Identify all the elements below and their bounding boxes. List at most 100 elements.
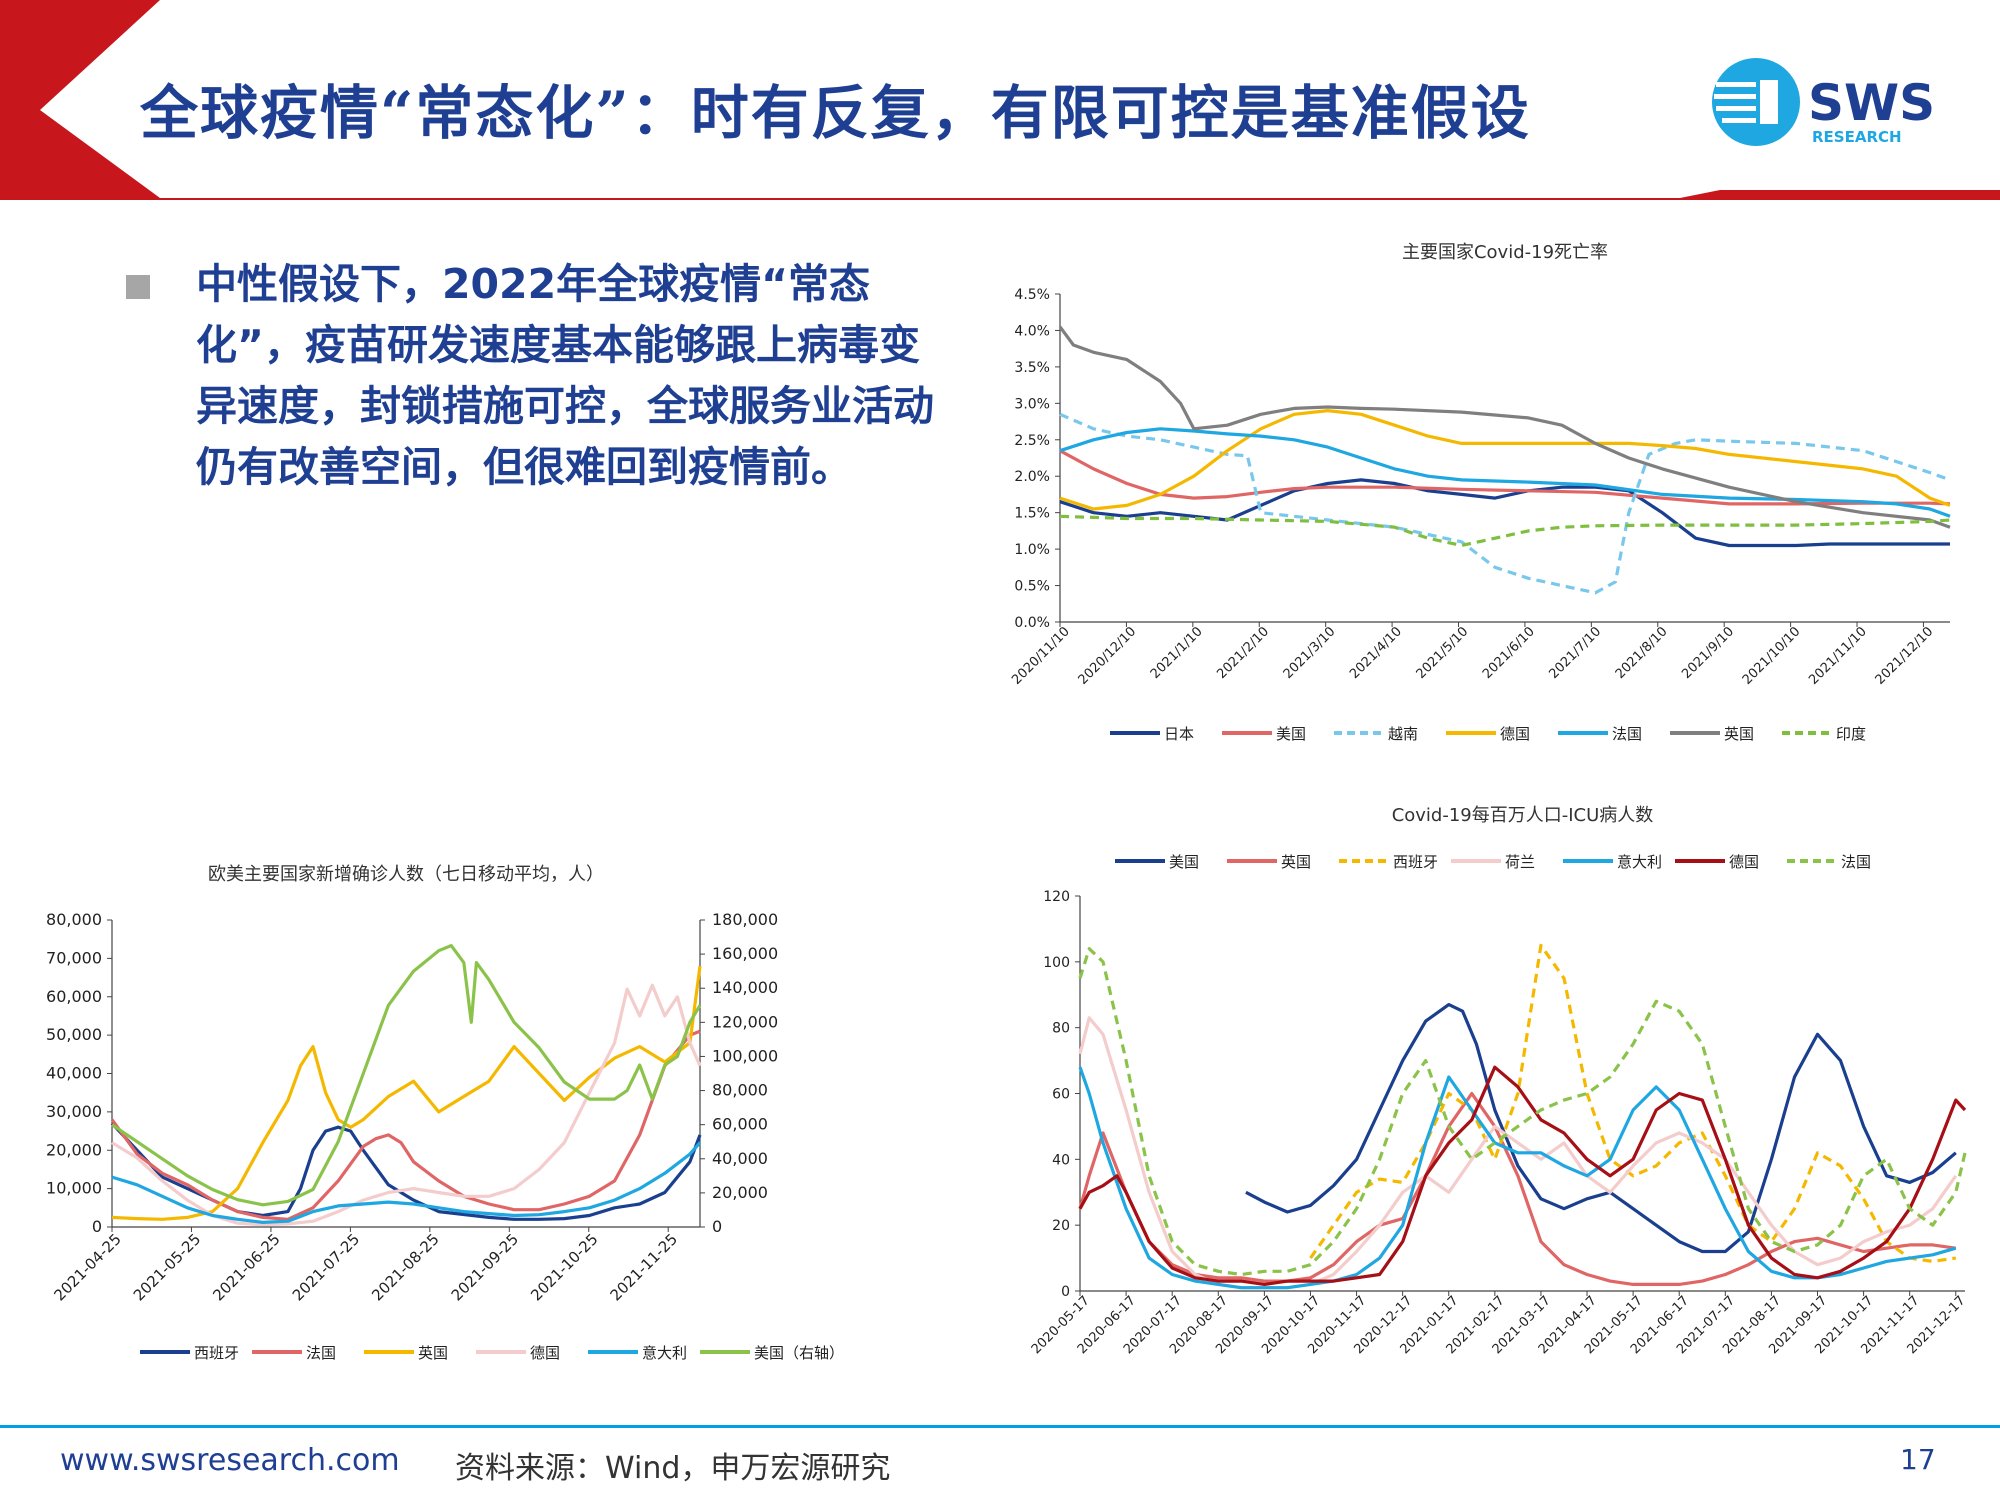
- y-tick-label: 1.0%: [1014, 542, 1050, 558]
- series-line-5: [1078, 1065, 1967, 1286]
- legend-label: 美国（右轴）: [754, 1344, 844, 1362]
- y-tick-label: 20,000: [46, 1140, 102, 1159]
- x-tick-label: 2021/7/10: [1546, 624, 1604, 682]
- x-tick-label: 2021-08-25: [368, 1230, 442, 1304]
- series-line-6: [1078, 947, 1967, 1277]
- y-tick-label: 2.5%: [1014, 433, 1050, 449]
- y-tick-label: 0.5%: [1014, 579, 1050, 595]
- y-tick-label: 4.0%: [1014, 323, 1050, 339]
- y-tick-label: 80,000: [46, 910, 102, 929]
- y-tick-label: 70,000: [46, 948, 102, 967]
- x-tick-label: 2021/4/10: [1347, 624, 1405, 682]
- x-tick-label: 2021/2/10: [1214, 624, 1272, 682]
- legend-label: 西班牙: [1393, 853, 1438, 871]
- y-tick-label: 0: [92, 1217, 102, 1236]
- x-tick-label: 2021-05-25: [130, 1230, 204, 1304]
- chart-new-cases-svg: 欧美主要国家新增确诊人数（七日移动平均，人） 0 10,000 20,000 30,00…: [46, 864, 844, 1362]
- footer-divider: [0, 1425, 2000, 1428]
- legend-label: 法国: [1612, 725, 1642, 743]
- legend-label: 英国: [418, 1344, 448, 1362]
- x-tick-label: 2021-04-25: [50, 1230, 124, 1304]
- series-line-0: [1245, 1003, 1957, 1254]
- series-line-3: [111, 983, 702, 1227]
- legend-label: 意大利: [642, 1344, 687, 1362]
- y2-tick-label: 160,000: [712, 944, 778, 963]
- logo-text: SWS: [1808, 74, 1935, 132]
- series-line-4: [1078, 1066, 1957, 1290]
- chart-icu-svg: Covid-19每百万人口-ICU病人数0204060801001202020-…: [1029, 805, 1969, 1357]
- y2-tick-label: 180,000: [712, 910, 778, 929]
- y2-tick-label: 20,000: [712, 1183, 768, 1202]
- y-tick-label: 60,000: [46, 987, 102, 1006]
- legend-label: 德国: [1500, 725, 1530, 743]
- y-tick-label: 60: [1052, 1087, 1070, 1103]
- series-line-3: [1059, 409, 1951, 511]
- logo-subtext: RESEARCH: [1812, 128, 1902, 146]
- x-tick-label: 2021/8/10: [1613, 624, 1671, 682]
- x-tick-label: 2021/5/10: [1414, 624, 1472, 682]
- legend-label: 法国: [306, 1344, 336, 1362]
- y2-tick-label: 80,000: [712, 1081, 768, 1100]
- x-tick-label: 2021/6/10: [1480, 624, 1538, 682]
- x-tick-label: 2021-06-25: [209, 1230, 283, 1304]
- footer-url[interactable]: www.swsresearch.com: [60, 1443, 400, 1478]
- legend-label: 英国: [1281, 853, 1311, 871]
- chart-title: Covid-19每百万人口-ICU病人数: [1392, 805, 1654, 826]
- legend-label: 印度: [1836, 725, 1866, 743]
- y-tick-label: 80: [1052, 1021, 1070, 1037]
- logo-globe-icon: [1712, 58, 1800, 146]
- x-tick-label: 2021/11/10: [1806, 624, 1870, 688]
- y-tick-label: 120: [1043, 889, 1070, 905]
- square-bullet-icon: [126, 275, 150, 299]
- chart-title: 欧美主要国家新增确诊人数（七日移动平均，人）: [208, 864, 604, 885]
- sws-logo: SWS RESEARCH: [1708, 52, 1958, 152]
- y2-tick-label: 40,000: [712, 1149, 768, 1168]
- series-line-2: [1059, 412, 1951, 595]
- y2-tick-label: 140,000: [712, 978, 778, 997]
- series-line-5: [1058, 325, 1951, 529]
- y-tick-label: 40,000: [46, 1064, 102, 1083]
- y-tick-label: 20: [1052, 1218, 1070, 1234]
- x-tick-label: 2021-09-25: [448, 1230, 522, 1304]
- x-tick-label: 2021-11-25: [607, 1230, 681, 1304]
- x-tick-label: 2021/12/10: [1873, 624, 1937, 688]
- legend-label: 法国: [1841, 853, 1871, 871]
- legend-label: 意大利: [1617, 853, 1662, 871]
- x-tick-label: 2021/3/10: [1281, 624, 1339, 682]
- y-tick-label: 3.5%: [1014, 360, 1050, 376]
- chart-icu: Covid-19每百万人口-ICU病人数 0 20 40 60 80 100 120 2020-…: [1000, 795, 1990, 1389]
- footer-source: 资料来源：Wind，申万宏源研究: [455, 1451, 891, 1486]
- legend-label: 西班牙: [194, 1344, 239, 1362]
- y-tick-label: 30,000: [46, 1102, 102, 1121]
- y-tick-label: 4.5%: [1014, 287, 1050, 303]
- x-tick-label: 2021/1/10: [1148, 624, 1206, 682]
- y-tick-label: 0.0%: [1014, 615, 1050, 631]
- series-line-5: [111, 943, 702, 1207]
- y-tick-label: 0: [1061, 1284, 1070, 1300]
- y-tick-label: 10,000: [46, 1179, 102, 1198]
- y-tick-label: 50,000: [46, 1025, 102, 1044]
- chart-mortality: 主要国家Covid-19死亡率 0.0% 0.5% 1.0% 1.5% 2.0% 2.5% 3…: [990, 230, 1980, 764]
- y2-tick-label: 60,000: [712, 1115, 768, 1134]
- x-tick-label: 2020/11/10: [1009, 624, 1073, 688]
- x-tick-label: 2021-07-25: [289, 1230, 363, 1304]
- legend-label: 德国: [530, 1344, 560, 1362]
- page-title: 全球疫情“常态化”：时有反复，有限可控是基准假设: [140, 79, 1531, 147]
- series-line-2: [1309, 943, 1957, 1263]
- legend-label: 越南: [1388, 725, 1418, 743]
- legend-label: 日本: [1164, 725, 1194, 743]
- chart-mortality-svg: 主要国家Covid-19死亡率 0.0% 0.5% 1.0% 1.5% 2.0% 2.5% 3…: [1009, 242, 1951, 743]
- y-tick-label: 100: [1043, 955, 1070, 971]
- page-number: 17: [1900, 1443, 1936, 1476]
- series-line-6: [1059, 514, 1951, 548]
- y2-tick-label: 100,000: [712, 1046, 778, 1065]
- legend-label: 英国: [1724, 725, 1754, 743]
- series-line-4: [111, 1141, 702, 1224]
- chart-new-cases: 欧美主要国家新增确诊人数（七日移动平均，人） 0 10,000 20,000 30,00…: [20, 850, 1000, 1384]
- x-tick-label: 2020/12/10: [1076, 624, 1140, 688]
- header-banner: [0, 0, 2000, 200]
- y-tick-label: 1.5%: [1014, 506, 1050, 522]
- chart-title: 主要国家Covid-19死亡率: [1402, 242, 1608, 263]
- bullet-text: 中性假设下，2022年全球疫情“常态化”，疫苗研发速度基本能够跟上病毒变异速度，…: [196, 260, 934, 491]
- white-banner-shape: [45, 0, 2000, 185]
